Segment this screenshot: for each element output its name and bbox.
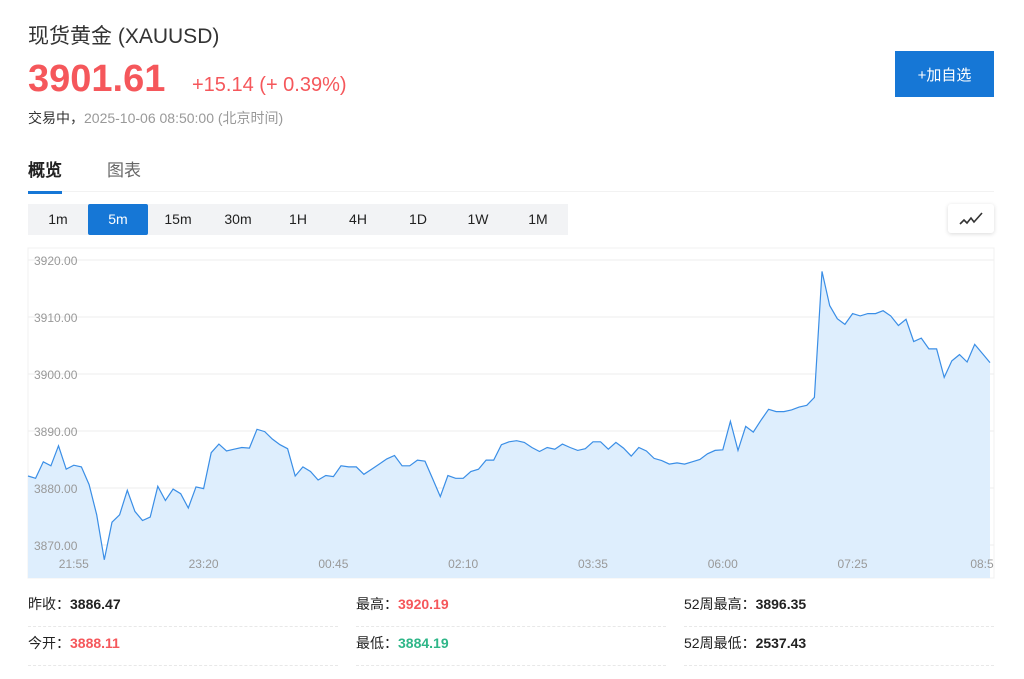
stat-label: 52周最低：	[684, 635, 756, 651]
stats-row: 昨收：3886.47 最高：3920.19 52周最高：3896.35	[28, 590, 994, 629]
period-1D[interactable]: 1D	[388, 204, 448, 235]
stat-cell: 52周最低：2537.43	[684, 629, 994, 666]
stat-value: 3896.35	[755, 596, 807, 612]
stat-label: 最高：	[356, 596, 398, 612]
period-5m[interactable]: 5m	[88, 204, 148, 235]
y-tick-label: 3880.00	[34, 482, 78, 496]
period-1W[interactable]: 1W	[448, 204, 508, 235]
stat-label: 最低：	[356, 635, 398, 651]
stat-value: 3920.19	[398, 596, 449, 612]
stat-cell: 最高：3920.19	[356, 590, 666, 627]
x-tick-label: 23:20	[189, 557, 219, 571]
tab-chart[interactable]: 图表	[107, 161, 141, 180]
x-tick-label: 21:55	[59, 557, 89, 571]
period-4H[interactable]: 4H	[328, 204, 388, 235]
stats-row: 今开：3888.11 最低：3884.19 52周最低：2537.43	[28, 629, 994, 668]
stat-cell: 昨收：3886.47	[28, 590, 338, 627]
trading-status: 交易中，2025-10-06 08:50:00 (北京时间)	[28, 108, 283, 128]
y-tick-label: 3890.00	[34, 425, 78, 439]
stat-value: 3886.47	[70, 596, 121, 612]
price-area	[28, 271, 990, 578]
stat-value: 3888.11	[70, 635, 120, 651]
status-text: 交易中，	[28, 110, 84, 126]
stat-label: 今开：	[28, 635, 70, 651]
y-tick-label: 3870.00	[34, 539, 78, 553]
instrument-name: 现货黄金	[28, 25, 112, 48]
instrument-title: 现货黄金 (XAUUSD)	[28, 20, 219, 50]
y-tick-label: 3920.00	[34, 254, 78, 268]
y-tick-label: 3910.00	[34, 311, 78, 325]
stat-value: 3884.19	[398, 635, 449, 651]
x-tick-label: 00:45	[318, 557, 348, 571]
period-selector: 1m 5m 15m 30m 1H 4H 1D 1W 1M	[28, 204, 568, 235]
price-change: +15.14 (+ 0.39%)	[192, 74, 347, 96]
period-1H[interactable]: 1H	[268, 204, 328, 235]
stat-value: 2537.43	[755, 635, 807, 651]
period-30m[interactable]: 30m	[208, 204, 268, 235]
timezone: (北京时间)	[217, 110, 284, 126]
last-price: 3901.61	[28, 58, 166, 100]
stats-table: 昨收：3886.47 最高：3920.19 52周最高：3896.35 今开：3888…	[28, 590, 994, 668]
stat-cell: 最低：3884.19	[356, 629, 666, 666]
price-chart[interactable]: 3920.00 3910.00 3900.00 3890.00 3880.00 3870.…	[0, 245, 1024, 580]
x-tick-label: 08:5	[970, 557, 994, 571]
stat-label: 52周最高：	[684, 596, 756, 612]
line-chart-icon	[959, 211, 983, 225]
add-to-watchlist-button[interactable]: +加自选	[895, 51, 994, 97]
x-tick-label: 02:10	[448, 557, 478, 571]
stat-cell: 52周最高：3896.35	[684, 590, 994, 627]
price-line	[27, 271, 991, 560]
period-1M[interactable]: 1M	[508, 204, 568, 235]
stat-label: 昨收：	[28, 596, 70, 612]
y-tick-label: 3900.00	[34, 368, 78, 382]
stat-cell: 今开：3888.11	[28, 629, 338, 666]
period-15m[interactable]: 15m	[148, 204, 208, 235]
period-1m[interactable]: 1m	[28, 204, 88, 235]
x-tick-label: 07:25	[838, 557, 868, 571]
x-tick-label: 06:00	[708, 557, 738, 571]
instrument-symbol: (XAUUSD)	[117, 25, 220, 48]
tab-bar: 概览 图表	[28, 150, 994, 194]
timestamp: 2025-10-06 08:50:00	[84, 110, 214, 126]
tab-overview[interactable]: 概览	[28, 156, 62, 194]
x-tick-label: 03:35	[578, 557, 608, 571]
chart-type-button[interactable]	[948, 204, 994, 233]
